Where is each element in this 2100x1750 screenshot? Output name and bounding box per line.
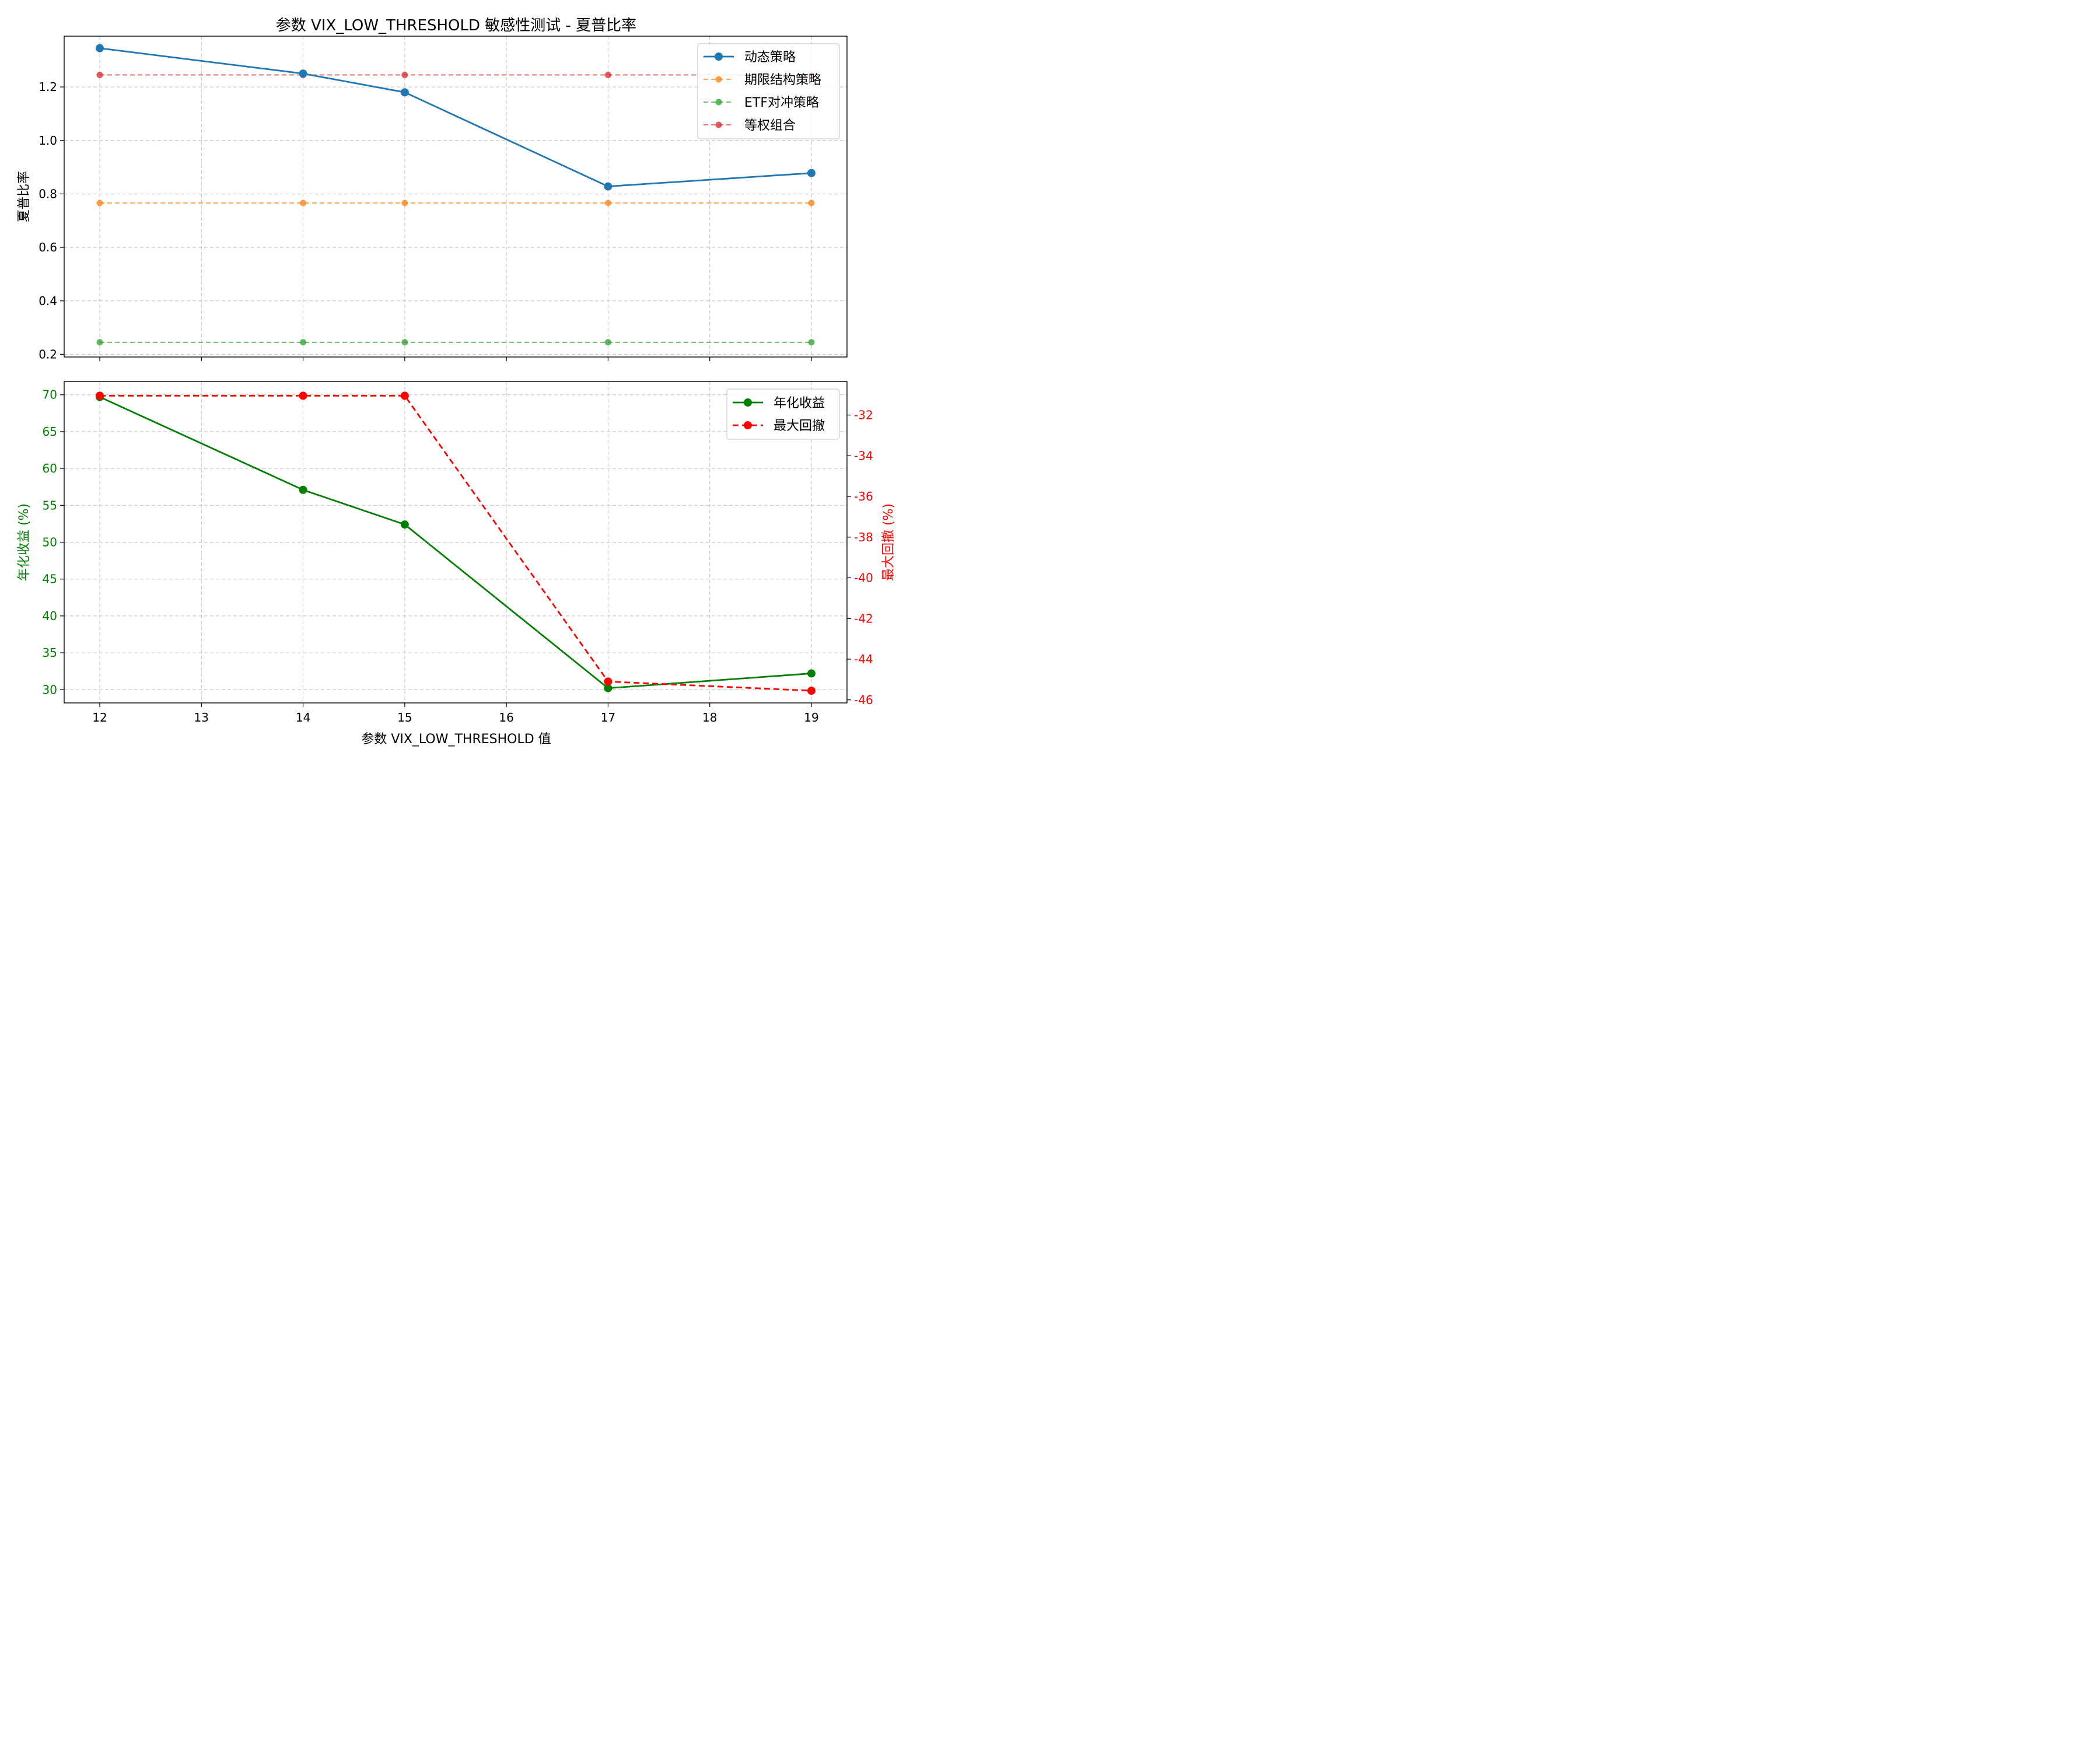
top-legend-marker	[715, 52, 723, 61]
top-legend-label: ETF对冲策略	[744, 96, 819, 110]
top-series-point-4	[96, 71, 103, 78]
bottom-series-point-2	[299, 391, 307, 400]
bottom-left-y-tick-label: 45	[43, 572, 57, 586]
bottom-right-y-tick-label: -44	[854, 652, 873, 666]
bottom-legend-marker	[744, 398, 752, 407]
top-series-point-4	[604, 71, 611, 78]
bottom-series-line-2	[100, 395, 812, 692]
top-series-point-2	[300, 200, 307, 206]
top-series-point-2	[401, 200, 408, 206]
top-y-tick-label: 1.2	[38, 80, 57, 94]
bottom-left-y-tick-label: 50	[43, 536, 57, 550]
top-series-point-3	[96, 339, 103, 346]
top-legend-box	[697, 43, 840, 139]
top-series-point-3	[604, 339, 611, 346]
bottom-series-point-2	[96, 391, 104, 400]
figure: 参数 VIX_LOW_THRESHOLD 敏感性测试 - 夏普比率 0.2 0.4…	[0, 0, 914, 761]
top-legend-marker	[715, 121, 722, 128]
bottom-right-y-axis-label: 最大回撤 (%)	[881, 503, 896, 581]
bottom-legend-label: 年化收益	[774, 396, 825, 411]
bottom-series-point-1	[400, 520, 409, 529]
bottom-left-y-tick-label: 30	[43, 682, 57, 696]
bottom-x-tick-label: 18	[702, 710, 717, 724]
top-legend-marker	[715, 99, 722, 106]
top-series-point-2	[96, 200, 103, 206]
top-series-point-3	[808, 339, 815, 346]
bottom-left-y-tick-label: 35	[43, 646, 57, 660]
bottom-x-axis-label: 参数 VIX_LOW_THRESHOLD 值	[361, 732, 551, 747]
top-y-axis-label: 夏普比率	[17, 171, 32, 222]
top-legend-marker	[715, 76, 722, 83]
bottom-left-y-tick-label: 40	[43, 609, 57, 623]
bottom-plot-frame	[64, 381, 848, 704]
top-legend-label: 等权组合	[744, 118, 796, 133]
bottom-x-tick-label: 12	[92, 710, 107, 724]
top-y-tick-label: 0.8	[38, 187, 57, 201]
bottom-legend-label: 最大回撤	[774, 419, 825, 433]
top-legend-label: 动态策略	[744, 50, 796, 65]
bottom-x-tick-label: 15	[397, 710, 412, 724]
top-y-tick-label: 0.4	[38, 294, 57, 308]
top-y-tick-label: 1.0	[38, 134, 57, 148]
top-series-point-1	[96, 44, 104, 52]
bottom-left-y-axis-label: 年化收益 (%)	[17, 503, 32, 581]
bottom-x-tick-label: 19	[804, 710, 818, 724]
bottom-right-y-tick-label: -36	[854, 489, 873, 503]
bottom-x-tick-label: 16	[499, 710, 513, 724]
bottom-x-tick-label: 14	[296, 710, 310, 724]
bottom-series-point-1	[604, 684, 612, 692]
bottom-series-point-2	[400, 391, 409, 400]
bottom-x-tick-label: 13	[194, 710, 209, 724]
bottom-left-y-tick-label: 55	[43, 498, 57, 512]
bottom-x-tick-label: 17	[601, 710, 615, 724]
top-series-point-2	[604, 200, 611, 206]
top-series-point-1	[807, 169, 816, 177]
bottom-series-point-2	[604, 677, 612, 686]
bottom-series-point-1	[299, 485, 307, 494]
top-y-tick-label: 0.6	[38, 240, 57, 254]
bottom-series-point-2	[807, 687, 816, 695]
bottom-left-y-tick-label: 65	[43, 425, 57, 439]
bottom-right-y-tick-label: -42	[854, 611, 873, 625]
top-chart-title: 参数 VIX_LOW_THRESHOLD 敏感性测试 - 夏普比率	[276, 17, 636, 34]
bottom-right-y-tick-label: -46	[854, 693, 873, 707]
bottom-right-y-tick-label: -32	[854, 408, 873, 422]
bottom-left-y-tick-label: 70	[43, 388, 57, 402]
bottom-right-y-tick-label: -34	[854, 449, 873, 463]
bottom-legend-box	[726, 388, 840, 440]
top-series-point-1	[604, 182, 612, 191]
bottom-left-y-tick-label: 60	[43, 461, 57, 475]
bottom-series-point-1	[807, 669, 816, 678]
top-y-tick-label: 0.2	[38, 347, 57, 361]
bottom-chart-return-drawdown: 12 13 14 15 16 17 18 19 30 35 40 45 50 55 60 65 70 -32 -34…	[17, 381, 896, 724]
top-series-point-1	[400, 88, 409, 97]
top-series-point-2	[808, 200, 815, 206]
top-legend-label: 期限结构策略	[744, 73, 821, 88]
top-series-point-3	[300, 339, 307, 346]
top-series-point-3	[401, 339, 408, 346]
top-plot-frame	[64, 36, 848, 358]
top-series-point-4	[401, 71, 408, 78]
bottom-right-y-tick-label: -38	[854, 530, 873, 544]
bottom-right-y-tick-label: -40	[854, 571, 873, 585]
top-series-point-1	[299, 69, 307, 78]
bottom-legend-marker	[744, 421, 752, 429]
